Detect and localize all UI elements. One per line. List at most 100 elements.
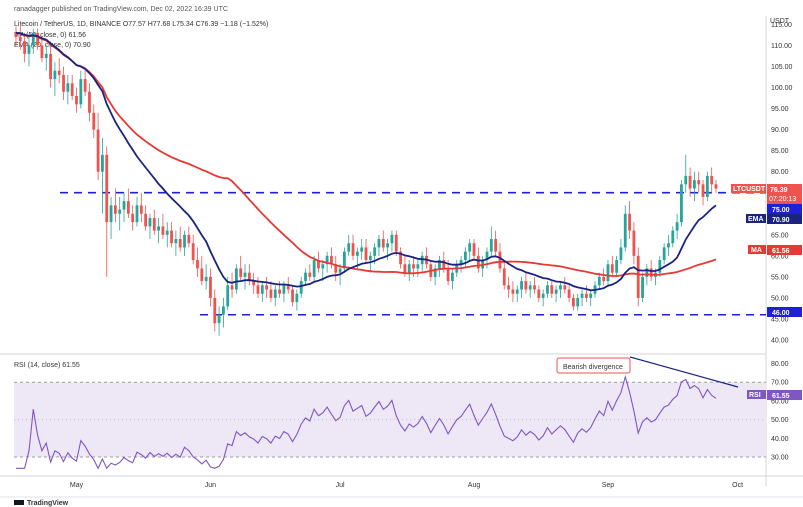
candle-body	[403, 264, 407, 273]
candle-body	[347, 243, 351, 252]
rsi-value-tag	[767, 390, 802, 400]
candle-body	[18, 37, 22, 42]
candle-body	[541, 293, 545, 298]
candle-body	[23, 41, 27, 54]
candle-body	[563, 285, 567, 290]
candle-body	[550, 285, 554, 294]
candle-body	[53, 70, 57, 80]
candle-body	[135, 205, 139, 223]
candle-body	[485, 251, 489, 261]
candle-body	[126, 201, 130, 214]
candle-body	[615, 260, 619, 273]
candle-body	[105, 154, 109, 223]
candle-body	[355, 251, 359, 256]
price-tick-label: 110.00	[771, 43, 792, 50]
candle-body	[671, 230, 675, 244]
candle-body	[636, 255, 640, 298]
last-price-tag	[767, 184, 802, 204]
candle-body	[204, 276, 208, 282]
candle-body	[57, 70, 61, 75]
candle-body	[44, 53, 48, 59]
candle-body	[213, 297, 217, 324]
candle-body	[62, 74, 65, 92]
candle-body	[394, 234, 398, 252]
candle-body	[572, 297, 575, 307]
candle-body	[537, 289, 541, 298]
candle-body	[304, 272, 307, 282]
candle-body	[230, 285, 234, 290]
rsi-tick-label: 60.00	[771, 398, 789, 405]
candle-body	[446, 268, 450, 282]
candle-body	[645, 268, 649, 277]
candle-body	[113, 205, 117, 214]
candle-body	[667, 243, 670, 248]
level-75-tag	[767, 204, 802, 214]
candle-body	[623, 213, 627, 248]
candle-body	[597, 276, 601, 286]
month-label: Jun	[205, 482, 216, 489]
ma-name-text: MA	[751, 247, 762, 254]
candle-body	[209, 276, 212, 298]
price-tick-label: 80.00	[771, 169, 789, 176]
candle-body	[40, 45, 44, 59]
candle-body	[610, 264, 614, 273]
candle-body	[191, 243, 195, 261]
candle-body	[684, 175, 688, 185]
candle-body	[325, 255, 329, 265]
ema-name-text: EMA	[748, 216, 764, 223]
candle-body	[407, 264, 411, 273]
candle-body	[308, 272, 312, 277]
candle-body	[252, 281, 256, 286]
level-46-text: 46.00	[772, 310, 790, 317]
candle-body	[291, 289, 294, 303]
price-tick-label: 115.00	[771, 22, 792, 29]
candle-body	[14, 32, 18, 38]
month-label: May	[70, 482, 84, 489]
candle-body	[282, 285, 286, 294]
candle-body	[226, 285, 230, 307]
candle-body	[312, 260, 316, 277]
candle-body	[381, 239, 385, 248]
candle-body	[364, 247, 368, 261]
candle-body	[247, 272, 251, 282]
candle-body	[662, 247, 666, 261]
level-46-tag	[767, 307, 802, 317]
tradingview-logo: TradingView	[14, 500, 69, 507]
candle-body	[96, 129, 100, 172]
price-tick-label: 105.00	[771, 64, 793, 71]
candle-body	[554, 289, 558, 294]
candle-body	[265, 285, 269, 290]
tradingview-icon	[14, 500, 24, 505]
candle-body	[606, 264, 610, 282]
divergence-callout	[556, 357, 631, 374]
candle-body	[463, 251, 467, 261]
candle-body	[360, 247, 364, 252]
candle-body	[92, 112, 96, 130]
candle-body	[351, 243, 355, 256]
candle-body	[334, 264, 338, 273]
candle-body	[157, 226, 160, 231]
ema-value-text: 70.90	[772, 217, 790, 224]
candle-body	[170, 230, 173, 244]
candle-body	[416, 264, 420, 269]
candle-body	[243, 272, 247, 277]
candle-body	[234, 268, 238, 290]
candle-body	[459, 260, 463, 265]
rsi-name-text: RSI	[749, 392, 761, 399]
candle-body	[295, 293, 299, 303]
candle-body	[433, 268, 437, 277]
candle-body	[196, 260, 199, 269]
candle-body	[580, 293, 584, 298]
candle-body	[710, 175, 714, 185]
ema20-line	[15, 31, 717, 292]
rsi-tick-label: 70.00	[771, 380, 789, 387]
candle-body	[101, 154, 104, 172]
candle-body	[692, 180, 696, 189]
candle-body	[489, 239, 493, 252]
candle-body	[161, 226, 165, 235]
candle-body	[70, 83, 74, 96]
candle-body	[390, 234, 394, 244]
candle-body	[680, 184, 683, 223]
candle-body	[317, 260, 320, 269]
